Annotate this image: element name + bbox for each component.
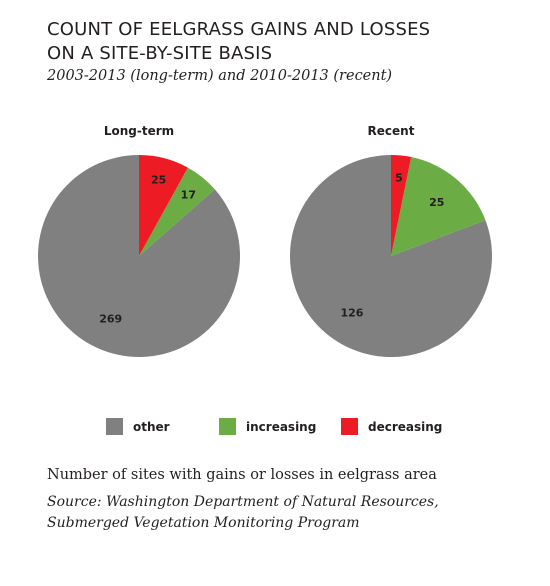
pie-title-1: Recent — [368, 124, 415, 138]
legend-item-increasing: increasing — [219, 418, 316, 435]
pie-charts: Long-term 269 17 25 Recent 126 25 5 — [37, 124, 492, 357]
pie-label-0-decreasing: 25 — [151, 174, 166, 187]
title-line-2: ON A SITE-BY-SITE BASIS — [47, 43, 273, 64]
legend-label-decreasing: decreasing — [368, 419, 443, 434]
title-line-1: COUNT OF EELGRASS GAINS AND LOSSES — [47, 19, 431, 40]
pie-label-1-decreasing: 5 — [395, 172, 403, 185]
legend-swatch-increasing — [219, 418, 236, 435]
legend-item-decreasing: decreasing — [341, 418, 442, 435]
pie-title-0: Long-term — [104, 124, 174, 138]
pie-label-0-other: 269 — [99, 313, 122, 326]
legend-swatch-decreasing — [341, 418, 358, 435]
pie-slice-1-decreasing — [391, 155, 412, 256]
legend-label-other: other — [133, 419, 170, 434]
pie-label-0-increasing: 17 — [181, 189, 196, 202]
legend: other increasing decreasing — [0, 418, 550, 442]
chart-title: COUNT OF EELGRASS GAINS AND LOSSES ON A … — [47, 18, 527, 66]
legend-swatch-other — [106, 418, 123, 435]
pie-slice-0-increasing — [139, 167, 215, 256]
chart-note: Number of sites with gains or losses in … — [47, 467, 437, 483]
chart-subtitle: 2003-2013 (long-term) and 2010-2013 (rec… — [47, 68, 393, 84]
pie-label-1-increasing: 25 — [429, 196, 444, 209]
pie-slice-0-decreasing — [139, 155, 188, 256]
chart-source: Source: Washington Department of Natural… — [47, 494, 439, 531]
pie-slice-0-other — [37, 155, 240, 357]
legend-label-increasing: increasing — [246, 419, 317, 434]
pie-label-1-other: 126 — [341, 307, 364, 320]
legend-item-other: other — [106, 418, 170, 435]
pie-slice-1-increasing — [391, 157, 486, 256]
